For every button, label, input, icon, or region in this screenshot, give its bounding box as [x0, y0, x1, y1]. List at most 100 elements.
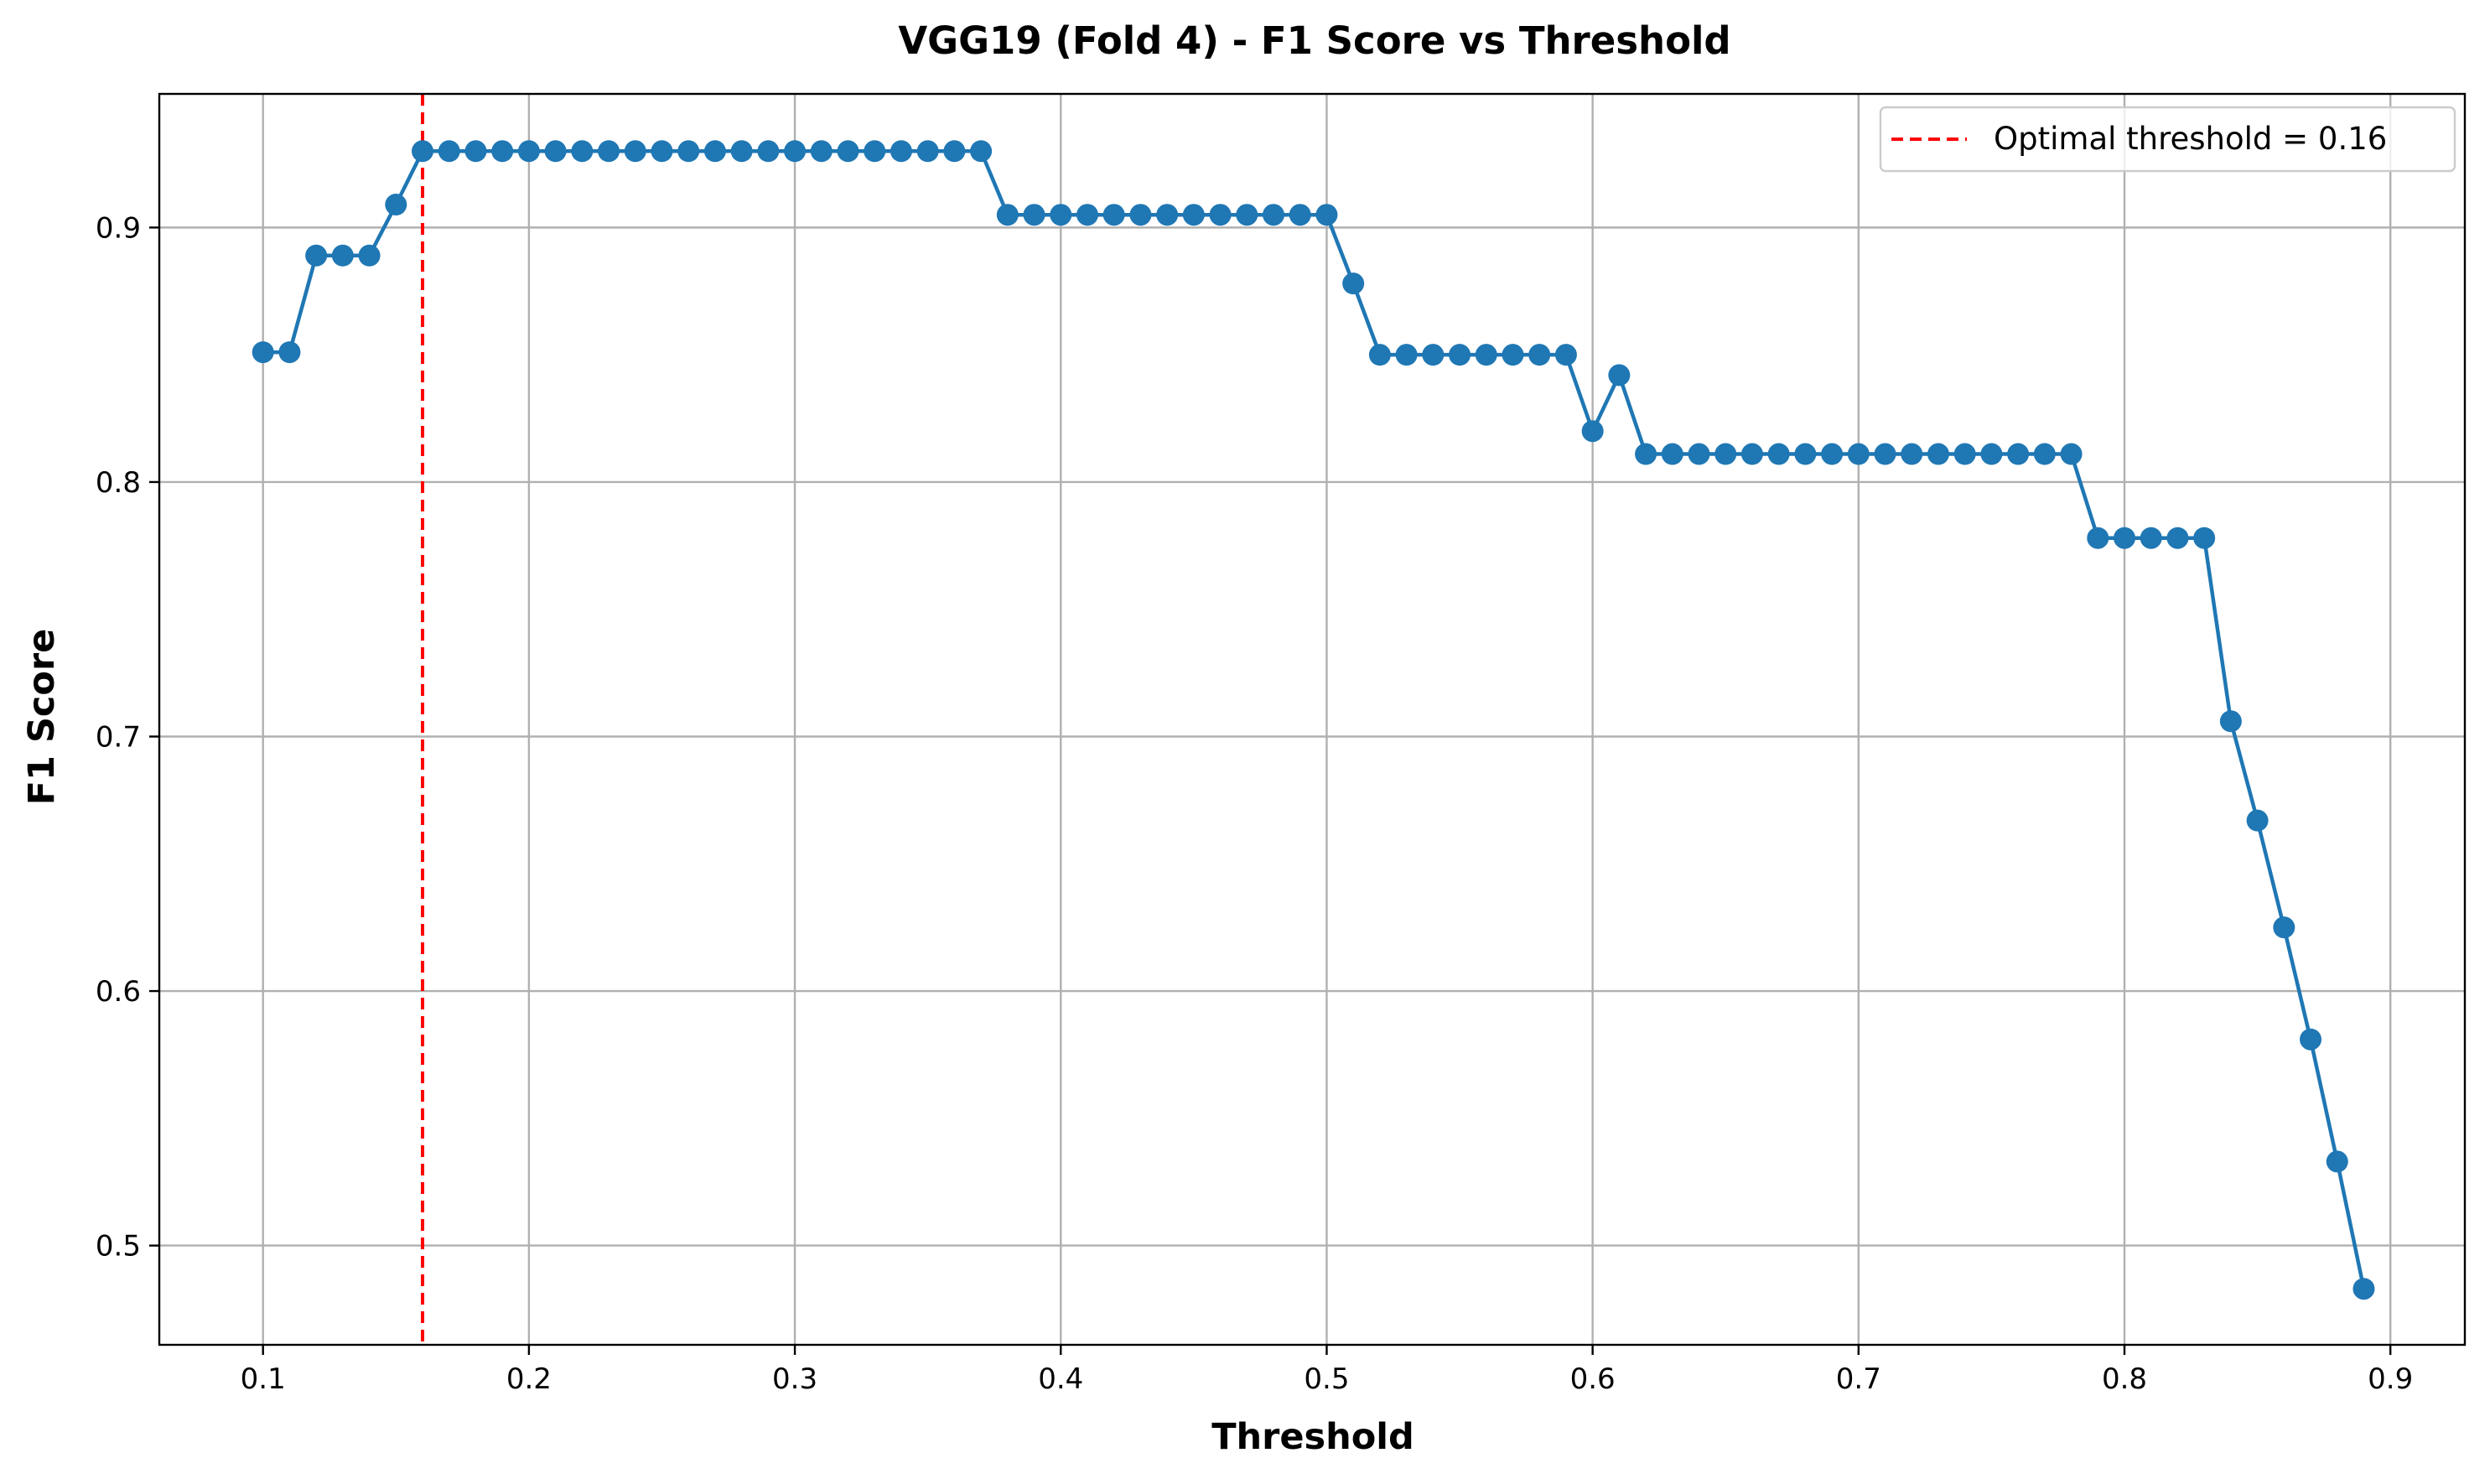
x-tick-label: 0.2 — [506, 1362, 552, 1396]
grid — [159, 94, 2465, 1345]
data-point — [1236, 204, 1258, 226]
data-point — [2246, 809, 2269, 832]
data-point — [571, 140, 594, 163]
data-point — [1076, 204, 1098, 226]
data-point — [2300, 1028, 2322, 1051]
chart-title: VGG19 (Fold 4) - F1 Score vs Threshold — [898, 18, 1730, 63]
data-point — [1581, 420, 1604, 443]
plot-frame — [158, 92, 2467, 1346]
x-tick-label: 0.3 — [772, 1362, 817, 1396]
x-tick-label: 0.9 — [2368, 1362, 2413, 1396]
data-point — [358, 244, 381, 267]
data-point — [1449, 344, 1471, 366]
y-tick-label: 0.5 — [96, 1230, 141, 1263]
data-point — [757, 140, 780, 163]
data-point — [810, 140, 833, 163]
data-point — [677, 140, 700, 163]
data-point — [2007, 443, 2030, 465]
y-tick-label: 0.6 — [96, 975, 141, 1009]
data-point — [1129, 204, 1152, 226]
data-point — [517, 140, 540, 163]
data-point — [412, 140, 434, 163]
data-point — [331, 244, 354, 267]
data-point — [2033, 443, 2056, 465]
data-point — [1953, 443, 1976, 465]
data-point — [2219, 710, 2242, 733]
data-point — [2114, 527, 2136, 549]
x-tick-label: 0.5 — [1304, 1362, 1349, 1396]
y-tick-label: 0.9 — [96, 211, 141, 245]
data-point — [1688, 443, 1710, 465]
data-point — [385, 194, 407, 216]
x-tick-label: 0.1 — [241, 1362, 286, 1396]
data-point — [1901, 443, 1923, 465]
legend-label: Optimal threshold = 0.16 — [1994, 121, 2387, 157]
data-point — [837, 140, 859, 163]
y-tick-label: 0.7 — [96, 720, 141, 754]
data-point — [598, 140, 620, 163]
data-point — [1342, 272, 1365, 295]
legend: Optimal threshold = 0.16 — [1879, 106, 2456, 173]
data-point — [784, 140, 807, 163]
x-tick-label: 0.6 — [1570, 1362, 1616, 1396]
data-point — [943, 140, 966, 163]
data-point — [730, 140, 753, 163]
data-point — [1502, 344, 1524, 366]
data-point — [1263, 204, 1285, 226]
data-point — [1635, 443, 1657, 465]
data-point — [1156, 204, 1179, 226]
data-point — [438, 140, 460, 163]
data-point — [1608, 364, 1631, 387]
data-point — [2060, 443, 2083, 465]
data-point — [1050, 204, 1072, 226]
data-point — [1554, 344, 1577, 366]
x-tick-label: 0.8 — [2102, 1362, 2147, 1396]
data-point — [2193, 527, 2216, 549]
x-axis-label: Threshold — [1211, 1416, 1414, 1458]
data-point — [2353, 1278, 2375, 1300]
data-point — [890, 140, 912, 163]
data-point — [544, 140, 567, 163]
data-point — [1714, 443, 1737, 465]
data-point — [1767, 443, 1790, 465]
data-point — [624, 140, 646, 163]
data-point — [864, 140, 886, 163]
data-point — [1422, 344, 1445, 366]
data-point — [1980, 443, 2003, 465]
data-point — [1740, 443, 1763, 465]
x-tick-label: 0.7 — [1836, 1362, 1881, 1396]
data-point — [491, 140, 514, 163]
data-point — [1661, 443, 1683, 465]
data-point — [996, 204, 1019, 226]
data-point — [1395, 344, 1418, 366]
data-point — [1927, 443, 1949, 465]
data-point — [703, 140, 726, 163]
data-point — [1315, 204, 1338, 226]
data-point — [464, 140, 487, 163]
data-point — [252, 341, 274, 364]
data-point — [916, 140, 939, 163]
data-point — [1023, 204, 1045, 226]
data-point — [2273, 916, 2295, 939]
data-point — [1102, 204, 1125, 226]
data-point — [2166, 527, 2189, 549]
data-point — [1821, 443, 1844, 465]
series-layer — [252, 140, 2375, 1300]
legend-box — [1879, 106, 2456, 173]
x-tick-label: 0.4 — [1038, 1362, 1083, 1396]
y-tick-label: 0.8 — [96, 466, 141, 500]
data-point — [1209, 204, 1232, 226]
data-point — [1368, 344, 1391, 366]
data-point — [1847, 443, 1870, 465]
data-point — [305, 244, 328, 267]
data-point — [1182, 204, 1205, 226]
axis-ticks: 0.1 0.2 0.3 0.4 0.5 0.6 0.7 0.8 0.9 0.5 0.6 0.7 0.8 0… — [96, 211, 2413, 1396]
data-point — [1289, 204, 1311, 226]
data-point — [2326, 1150, 2348, 1173]
data-point — [1475, 344, 1497, 366]
data-point — [2087, 527, 2109, 549]
data-point — [970, 140, 993, 163]
data-point — [1874, 443, 1896, 465]
